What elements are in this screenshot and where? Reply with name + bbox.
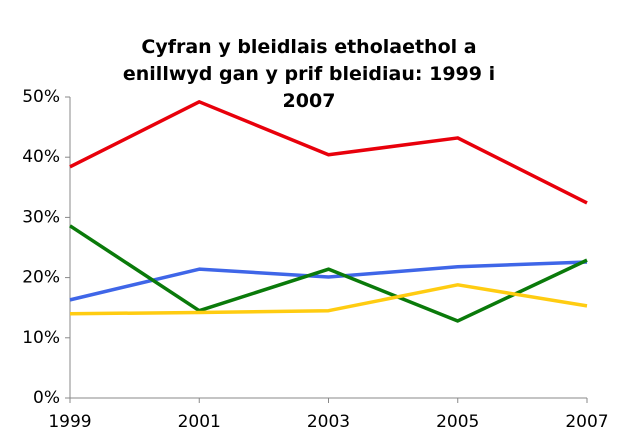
x-tick-label: 2007 [565, 412, 608, 432]
series-line [69, 224, 588, 323]
y-tick-label: 10% [22, 328, 60, 348]
x-tick-label: 1999 [48, 412, 91, 432]
y-tick-label: 40% [22, 147, 60, 167]
series-line [69, 283, 588, 316]
y-tick-label: 0% [33, 388, 60, 408]
x-tick-label: 2001 [178, 412, 221, 432]
chart-title: Cyfran y bleidlais etholaethol a enillwy… [122, 36, 496, 112]
y-tick-label: 30% [22, 207, 60, 227]
y-tick-label: 20% [22, 268, 60, 288]
series-line [69, 260, 588, 302]
series-line [69, 100, 588, 205]
x-tick-label: 2005 [436, 412, 479, 432]
y-tick-label: 50% [22, 87, 60, 107]
x-tick-label: 2003 [307, 412, 350, 432]
